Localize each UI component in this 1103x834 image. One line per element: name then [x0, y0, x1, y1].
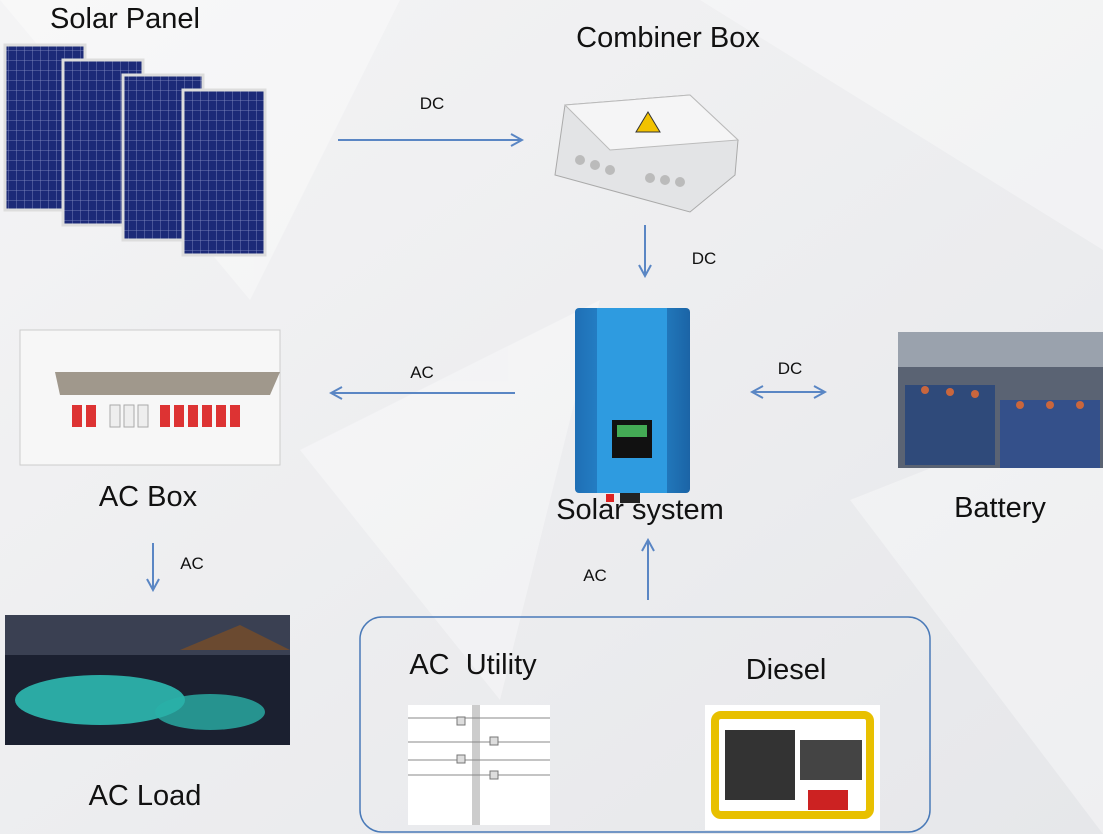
page: {"nodes": [ {"label": "Solar Panel"}, {"…: [0, 0, 1103, 834]
node-label: AC Box: [99, 481, 198, 513]
ac-box-image: [20, 330, 280, 465]
edge-label: AC: [583, 566, 607, 585]
battery-image: [898, 332, 1103, 468]
node-label: Solar Panel: [50, 3, 200, 35]
node-label: Battery: [954, 492, 1046, 524]
node-label: Diesel: [746, 654, 827, 686]
edge-label: AC: [410, 363, 434, 382]
node-label: AC Load: [89, 780, 202, 812]
edge-label: AC: [180, 554, 204, 573]
edge-label: DC: [692, 249, 717, 268]
solar-system-image: [575, 308, 690, 503]
edge-label: DC: [778, 359, 803, 378]
diagram: Solar Panel Combiner Box DC DC Solar sys…: [0, 0, 1103, 834]
node-label: Solar system: [556, 494, 724, 526]
diesel-image: [705, 705, 880, 830]
ac-load-image: [5, 615, 290, 745]
ac-utility-image: [408, 705, 550, 825]
node-label: Combiner Box: [576, 22, 760, 54]
node-label: AC Utility: [409, 649, 537, 681]
edge-label: DC: [420, 94, 445, 113]
